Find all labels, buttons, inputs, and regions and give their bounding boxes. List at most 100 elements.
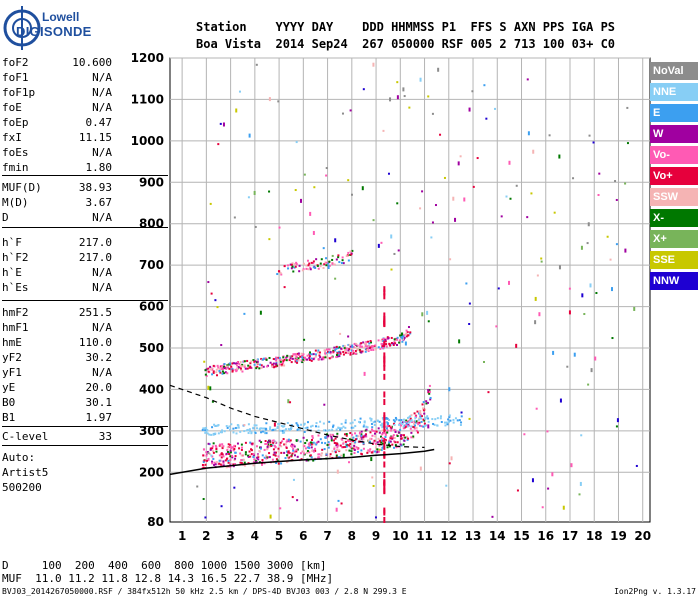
echo-point [212,450,215,453]
echo-point [314,349,317,352]
echo-point [272,428,275,431]
x-tick-label: 16 [537,529,554,543]
echo-point [364,345,367,348]
echo-point [302,359,305,362]
echo-point [349,250,352,253]
echo-point [232,431,235,434]
echo-point [275,360,278,363]
echo-point [269,426,272,429]
echo-point [254,360,257,363]
echo-point [335,356,338,359]
echo-point [221,443,224,446]
param-value: 1.80 [85,161,113,174]
echo-point [407,425,410,428]
echo-point [405,329,408,332]
echo-point [386,423,389,426]
echo-point [402,335,405,338]
echo-point [434,418,437,421]
echo-point [400,334,403,337]
echo-point [229,458,232,461]
echo-point [322,358,325,361]
panel-divider [2,227,168,228]
echo-point [275,356,278,359]
echo-point [358,440,361,443]
echo-point [249,441,252,444]
echo-point [413,412,416,415]
param-row: foE N/A [2,101,168,115]
echo-point [226,446,229,449]
echo-point [279,359,282,362]
noise-point [552,350,555,355]
noise-point [371,476,374,479]
echo-point [244,441,247,444]
echo-point [209,365,212,368]
noise-point [568,310,571,315]
echo-point [222,455,225,458]
echo-point [335,454,338,457]
echo-point [353,449,356,452]
echo-point [290,361,293,364]
y-tick-label: 1100 [131,92,164,106]
echo-point [319,420,322,423]
echo-point [299,428,302,431]
echo-point [316,351,319,354]
echo-point [393,437,396,440]
noise-point [247,196,250,199]
noise-point [347,335,350,338]
noise-point [299,198,302,203]
echo-point [211,462,214,465]
echo-point [322,266,325,269]
echo-point [333,447,336,450]
echo-point [420,420,423,423]
echo-point [342,344,345,347]
echo-point [226,449,229,452]
echo-point [351,433,354,436]
param-label: Auto: [2,451,36,464]
echo-point [255,445,258,448]
noise-point [536,274,539,277]
echo-point [257,454,260,457]
echo-point [253,458,256,461]
echo-point [402,418,405,421]
echo-point [342,441,345,444]
echo-point [232,465,235,468]
echo-point [250,360,253,363]
echo-point [368,342,371,345]
echo-point [221,372,224,375]
x-tick-label: 9 [372,529,380,543]
param-row: h`F 217.0 [2,236,168,250]
echo-point [231,454,234,457]
echo-point [392,344,395,347]
noise-point [523,433,526,436]
echo-point [405,422,408,425]
noise-point [448,387,451,392]
echo-point [408,420,411,423]
echo-point [445,421,448,424]
echo-point [243,365,246,368]
echo-point [361,350,364,353]
noise-point [334,238,337,243]
echo-point [335,258,338,261]
noise-point [217,143,220,146]
echo-point [306,259,309,262]
noise-point [595,292,598,295]
interference-point [383,293,386,300]
noise-point [292,478,295,481]
echo-point [415,429,418,432]
echo-point [385,427,388,430]
echo-point [350,349,353,352]
echo-point [355,434,358,437]
echo-point [283,431,286,434]
echo-point [343,346,346,349]
echo-point [427,417,430,420]
echo-point [263,430,266,433]
echo-point [404,333,407,336]
echo-point [305,264,308,267]
echo-point [389,440,392,443]
echo-point [360,434,363,437]
echo-point [243,430,246,433]
param-row: hmE 110.0 [2,336,168,350]
echo-point [236,367,239,370]
echo-point [277,462,280,465]
interference-point [383,516,386,523]
